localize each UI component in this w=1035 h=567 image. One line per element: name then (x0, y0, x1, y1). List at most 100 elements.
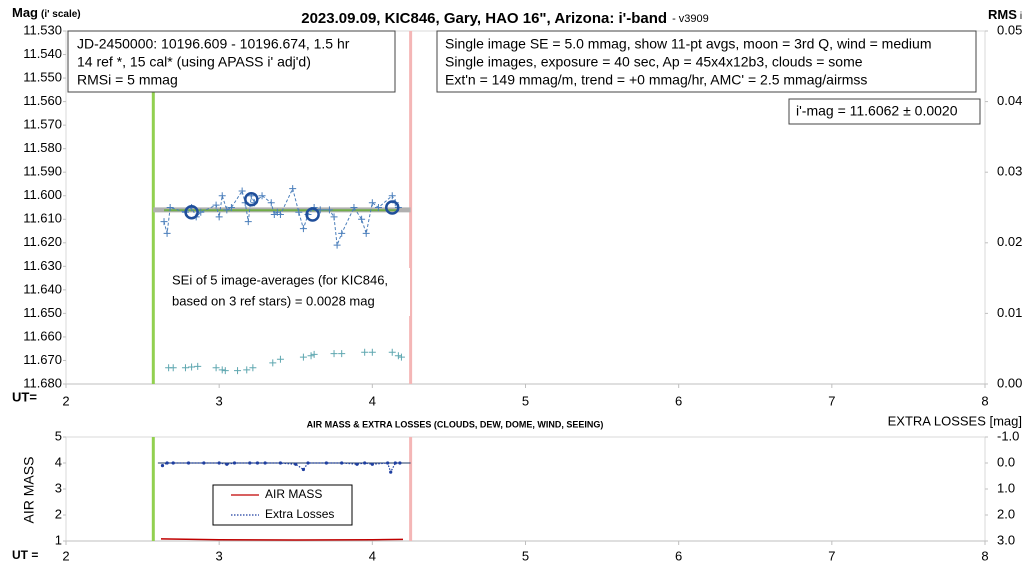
y2-tick-label: 2.0 (997, 506, 1015, 521)
y-label-note: (i' scale) (41, 9, 81, 20)
x-axis-label: UT= (12, 389, 37, 404)
point-marker (232, 461, 237, 465)
point-marker (238, 187, 246, 195)
x-axis-label: UT = (12, 548, 38, 562)
y-axis-label: Mag (i' scale) (12, 5, 81, 20)
average-marker (244, 192, 259, 207)
point-marker (215, 213, 223, 221)
point-marker (269, 359, 277, 367)
y-tick-label: 11.680 (23, 375, 62, 390)
point-marker (325, 206, 333, 214)
point-marker (294, 462, 298, 466)
point-marker (212, 201, 220, 209)
point-marker (393, 461, 397, 465)
point-marker (169, 364, 177, 372)
y2-tick-label: 0.05 (997, 22, 1022, 37)
point-marker (171, 461, 175, 465)
point-marker (368, 199, 376, 207)
legend-label: AIR MASS (265, 487, 322, 501)
annotation-text: RMSi = 5 mmag (77, 72, 178, 88)
point-marker (255, 461, 260, 465)
y-tick-label: 11.610 (23, 211, 62, 226)
y-tick-label: 11.630 (23, 258, 62, 273)
point-marker (324, 461, 328, 465)
point-marker (307, 352, 315, 360)
point-marker (374, 204, 382, 211)
point-marker (330, 213, 338, 221)
point-marker (160, 218, 168, 226)
x-tick-label: 7 (828, 548, 835, 563)
x-tick-label: 6 (675, 393, 682, 408)
x-tick-label: 5 (522, 548, 529, 563)
point-marker (355, 462, 359, 466)
point-marker (394, 352, 402, 360)
point-marker (202, 461, 206, 465)
annotation-text: SEi of 5 image-averages (for KIC846, (172, 272, 388, 287)
point-marker (249, 364, 257, 372)
y2-tick-label: 0.0 (997, 454, 1015, 469)
x-tick-label: 3 (216, 393, 223, 408)
point-marker (301, 467, 306, 472)
point-marker (234, 367, 242, 375)
point-marker (218, 366, 226, 374)
point-marker (362, 229, 370, 237)
y2-tick-label: -1.0 (997, 428, 1019, 443)
y-tick-label: 11.580 (23, 140, 62, 155)
point-marker (388, 192, 396, 200)
point-marker (186, 461, 191, 465)
point-marker (278, 461, 283, 465)
y-tick-label: 11.600 (23, 187, 62, 202)
point-marker (227, 204, 235, 211)
y-tick-label: 1 (55, 532, 62, 547)
point-marker (299, 225, 307, 233)
x-tick-label: 3 (216, 548, 223, 563)
y2-tick-label: 0.04 (997, 93, 1022, 108)
annotation-text: i'-mag = 11.6062 ± 0.0020 (796, 103, 958, 119)
point-marker (363, 461, 367, 465)
y2-axis-label: RMS i (988, 7, 1022, 22)
y-tick-label: 11.650 (23, 305, 62, 320)
annotation-text: Single image SE = 5.0 mmag, show 11-pt a… (445, 36, 931, 52)
chart-title: 2023.09.09, KIC846, Gary, HAO 16", Arizo… (301, 10, 709, 27)
point-marker (289, 185, 297, 193)
x-tick-label: 5 (522, 393, 529, 408)
point-marker (350, 204, 358, 211)
series-line (162, 462, 400, 474)
point-marker (244, 218, 252, 226)
point-marker (212, 364, 220, 372)
legend-label: Extra Losses (265, 507, 334, 521)
y2-tick-label: 0.01 (997, 305, 1022, 320)
point-marker (160, 464, 165, 468)
chart-title: AIR MASS & EXTRA LOSSES (CLOUDS, DEW, DO… (307, 419, 604, 429)
point-marker (218, 192, 226, 200)
point-marker (221, 367, 229, 375)
point-marker (368, 348, 376, 356)
x-tick-label: 6 (675, 548, 682, 563)
y-tick-label: 11.530 (23, 22, 62, 37)
y-tick-label: 11.550 (23, 70, 62, 85)
point-marker (248, 461, 252, 465)
point-marker (217, 461, 221, 465)
point-marker (263, 461, 267, 465)
y-axis-label: AIR MASS (21, 457, 37, 524)
y-tick-label: 3 (55, 480, 62, 495)
y2-tick-label: 3.0 (997, 532, 1015, 547)
y2-tick-label: 1.0 (997, 480, 1015, 495)
series-line (163, 187, 399, 246)
y-tick-label: 11.620 (23, 234, 62, 249)
annotation-box (436, 30, 977, 93)
point-marker (276, 355, 284, 363)
series-line (160, 538, 404, 541)
y-tick-label: 2 (55, 506, 62, 521)
y-tick-label: 11.540 (23, 46, 62, 61)
y-tick-label: 5 (55, 428, 62, 443)
y2-tick-label: 0.03 (997, 164, 1022, 179)
point-marker (223, 206, 231, 214)
annotation-text: 14 ref *, 15 cal* (using APASS i' adj'd) (77, 54, 311, 70)
point-marker (166, 204, 174, 211)
point-marker (181, 364, 189, 372)
title-version: - v3909 (672, 13, 709, 25)
annotation-box (162, 268, 410, 316)
y-tick-label: 11.590 (23, 164, 62, 179)
